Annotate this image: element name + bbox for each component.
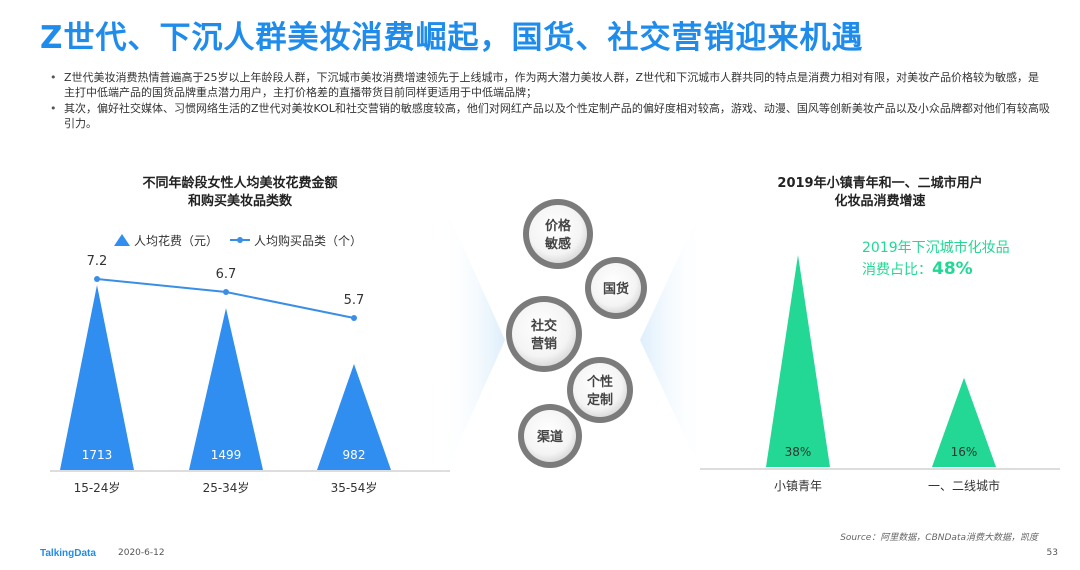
callout-value: 48%: [932, 259, 973, 279]
bar-value-label: 1499: [211, 448, 242, 462]
legend: 人均花费（元） 人均购买品类（个）: [114, 233, 362, 248]
line-value-label: 5.7: [344, 293, 365, 308]
bubble-label: 个性: [586, 374, 613, 390]
triangle-bars: 1713 1499 982: [60, 285, 391, 470]
legend-series-2: 人均购买品类（个）: [254, 233, 362, 248]
callout-line2: 消费占比：48%: [862, 259, 973, 279]
bubble-label: 社交: [530, 318, 557, 334]
x-tick-label: 小镇青年: [774, 479, 822, 493]
page-title: Z世代、下沉人群美妆消费崛起，国货、社交营销迎来机遇: [40, 20, 864, 56]
bubble-label: 价格: [545, 218, 572, 234]
bar-value-label: 1713: [82, 448, 113, 462]
line-value-label: 7.2: [87, 254, 108, 269]
x-tick-label: 25-34岁: [203, 480, 250, 495]
line-point: [223, 289, 229, 295]
line-value-label: 6.7: [216, 267, 237, 282]
bar-value-label: 38%: [785, 445, 812, 459]
talkingdata-logo: TalkingData: [40, 548, 96, 559]
x-tick-label: 35-54岁: [331, 480, 378, 495]
right-chart: 2019年小镇青年和一、二城市用户 化妆品消费增速 2019年下沉城市化妆品 消…: [700, 175, 1060, 493]
bubble-label: 渠道: [536, 429, 563, 445]
line-series: 7.2 6.7 5.7: [87, 254, 365, 321]
page-number: 53: [1046, 548, 1058, 558]
bar-value-label: 982: [343, 448, 366, 462]
bubble-social-marketing: 社交 营销: [506, 296, 582, 372]
x-axis-labels: 小镇青年 一、二线城市: [774, 478, 1000, 493]
keyword-bubbles: 价格 敏感 国货 社交 营销 个性 定制 渠道: [506, 199, 647, 468]
line-point: [351, 315, 357, 321]
bubble-personalized: 个性 定制: [567, 357, 633, 423]
bar-triangle: [189, 308, 263, 470]
legend-series-1: 人均花费（元）: [134, 233, 218, 248]
legend-dot-icon: [237, 237, 243, 243]
bubble-channel: 渠道: [518, 404, 582, 468]
left-chart: 不同年龄段女性人均美妆花费金额 和购买美妆品类数 人均花费（元） 人均购买品类（…: [50, 175, 450, 495]
callout-line1: 2019年下沉城市化妆品: [862, 239, 1010, 256]
bullet-item: Z世代美妆消费热情普遍高于25岁以上年龄段人群，下沉城市美妆消费增速领先于上线城…: [50, 70, 1050, 100]
bar-triangle: [60, 285, 134, 470]
legend-triangle-icon: [114, 234, 130, 246]
source-note: Source：阿里数据，CBNData消费大数据，凯度: [840, 533, 1038, 543]
right-chart-title-line2: 化妆品消费增速: [834, 193, 925, 209]
bubble-domestic-brand: 国货: [585, 257, 647, 319]
footer-date: 2020-6-12: [118, 548, 165, 558]
bar-triangle: [932, 377, 996, 467]
bar-triangle: [317, 363, 391, 470]
callout-label: 消费占比：: [862, 262, 932, 278]
bubble-label: 敏感: [544, 236, 571, 252]
bullet-item: 其次，偏好社交媒体、习惯网络生活的Z世代对美妆KOL和社交营销的敏感度较高，他们…: [50, 101, 1050, 131]
bar-triangle: [766, 255, 830, 467]
x-tick-label: 一、二线城市: [928, 478, 1000, 493]
triangle-bars: 38% 16%: [766, 255, 996, 467]
x-axis-labels: 15-24岁 25-34岁 35-54岁: [74, 480, 378, 495]
bubble-label: 营销: [531, 336, 557, 352]
left-chart-title-line2: 和购买美妆品类数: [188, 193, 293, 209]
bubble-label: 国货: [603, 281, 629, 297]
right-chart-title-line1: 2019年小镇青年和一、二城市用户: [777, 175, 982, 191]
x-tick-label: 15-24岁: [74, 480, 121, 495]
bullet-list: Z世代美妆消费热情普遍高于25岁以上年龄段人群，下沉城市美妆消费增速领先于上线城…: [50, 70, 1050, 132]
bubble-label: 定制: [586, 392, 613, 408]
bar-value-label: 16%: [951, 445, 978, 459]
left-chart-title-line1: 不同年龄段女性人均美妆花费金额: [142, 175, 337, 191]
line-point: [94, 276, 100, 282]
bubble-price-sensitive: 价格 敏感: [523, 199, 593, 269]
